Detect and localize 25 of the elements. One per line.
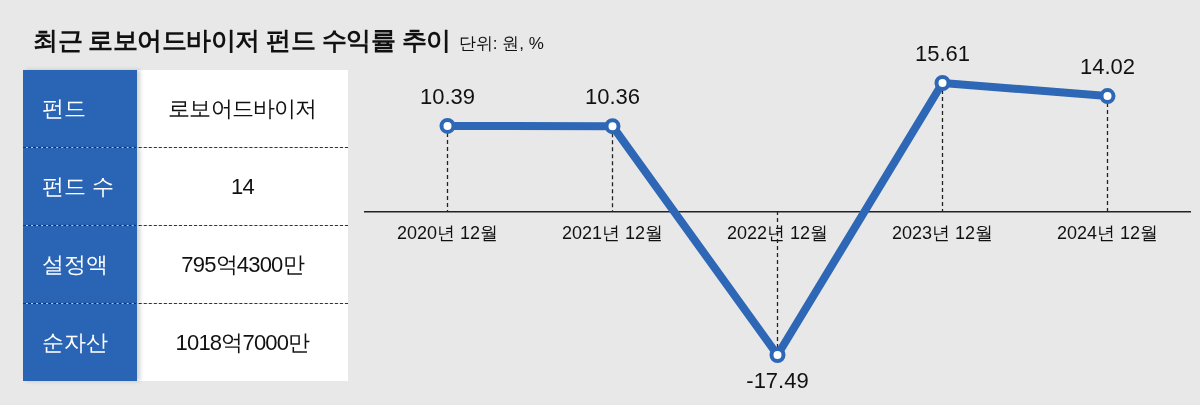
text: 14 xyxy=(231,173,254,199)
data-label: 10.36 xyxy=(584,84,641,110)
point xyxy=(769,347,786,363)
category-label: 순자산 xyxy=(23,304,137,381)
x-tick-label: 2023년 12월 xyxy=(891,223,994,244)
text: 1018억7000만 xyxy=(175,329,310,355)
data-label: -17.49 xyxy=(746,368,809,394)
x-tick-label: 2024년 12월 xyxy=(1056,223,1159,244)
data-label: 15.61 xyxy=(914,41,971,67)
category-label: 펀드 수 xyxy=(23,148,137,225)
chart-subtitle: 단위: 원, % xyxy=(458,34,544,53)
text: 795억4300만 xyxy=(181,251,304,277)
point xyxy=(604,118,621,135)
chart-title: 최근 로보어드바이저 펀드 수익률 추이 xyxy=(33,26,451,54)
data-label: 10.39 xyxy=(419,83,476,109)
x-tick-label: 2020년 12월 xyxy=(396,223,499,244)
x-tick-label: 2021년 12월 xyxy=(561,223,664,244)
category-label: 설정액 xyxy=(23,226,137,303)
data-label: 14.02 xyxy=(1079,54,1136,80)
point xyxy=(934,75,951,91)
x-tick-label: 2022년 12월 xyxy=(726,223,829,244)
point xyxy=(1099,88,1116,105)
point xyxy=(439,117,456,134)
category-label: 펀드 xyxy=(23,70,137,147)
text: 로보어드바이저 xyxy=(168,95,317,121)
